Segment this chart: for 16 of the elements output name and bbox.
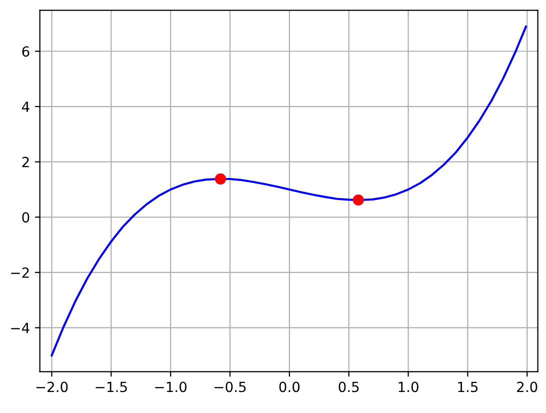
y-tick-label: −2 xyxy=(11,267,29,278)
y-tick-label: 2 xyxy=(22,156,29,168)
y-tick-label: 0 xyxy=(22,212,30,223)
x-tick-label: 1.5 xyxy=(458,382,478,392)
y-tick-label: 6 xyxy=(22,46,30,57)
y-tick-label: 4 xyxy=(22,102,30,112)
line-series xyxy=(50,26,527,356)
x-tick-label: 2.0 xyxy=(517,382,538,392)
x-tick-label: −1.5 xyxy=(96,382,127,392)
x-tick-label: 0.5 xyxy=(338,382,359,392)
x-tick-label: −0.5 xyxy=(214,382,246,392)
y-tick-label: −4 xyxy=(11,322,30,334)
x-tick-label: −2.0 xyxy=(36,382,68,392)
x-tick-label: 0.0 xyxy=(279,382,300,392)
x-tick-label: 1.0 xyxy=(398,382,418,392)
x-tick-label: −1.0 xyxy=(155,382,187,392)
